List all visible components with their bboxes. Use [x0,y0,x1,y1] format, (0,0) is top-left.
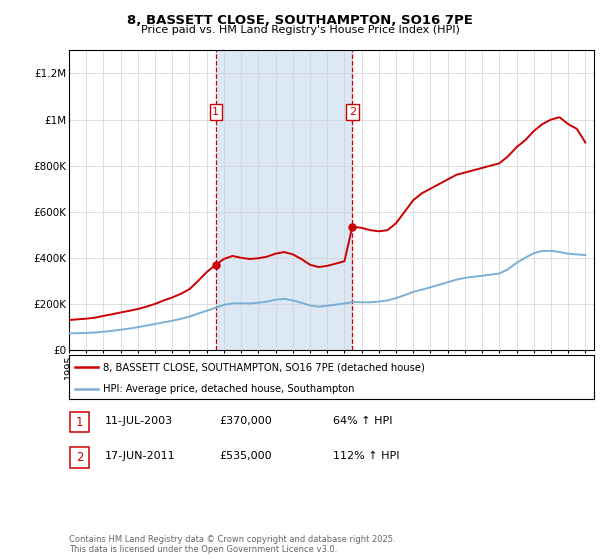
Text: Price paid vs. HM Land Registry's House Price Index (HPI): Price paid vs. HM Land Registry's House … [140,25,460,35]
FancyBboxPatch shape [70,447,89,468]
Text: 1: 1 [212,107,220,117]
Text: 11-JUL-2003: 11-JUL-2003 [105,416,173,426]
Text: 17-JUN-2011: 17-JUN-2011 [105,451,176,461]
Bar [216,50,352,350]
Text: 8, BASSETT CLOSE, SOUTHAMPTON, SO16 7PE (detached house): 8, BASSETT CLOSE, SOUTHAMPTON, SO16 7PE … [103,362,425,372]
Text: 8, BASSETT CLOSE, SOUTHAMPTON, SO16 7PE: 8, BASSETT CLOSE, SOUTHAMPTON, SO16 7PE [127,14,473,27]
Text: 2: 2 [349,107,356,117]
Text: 112% ↑ HPI: 112% ↑ HPI [333,451,400,461]
Text: £535,000: £535,000 [219,451,272,461]
FancyBboxPatch shape [70,412,89,432]
Text: £370,000: £370,000 [219,416,272,426]
Text: Contains HM Land Registry data © Crown copyright and database right 2025.
This d: Contains HM Land Registry data © Crown c… [69,535,395,554]
Text: 64% ↑ HPI: 64% ↑ HPI [333,416,392,426]
Text: HPI: Average price, detached house, Southampton: HPI: Average price, detached house, Sout… [103,384,355,394]
Text: 1: 1 [76,416,83,429]
Text: 2: 2 [76,451,83,464]
